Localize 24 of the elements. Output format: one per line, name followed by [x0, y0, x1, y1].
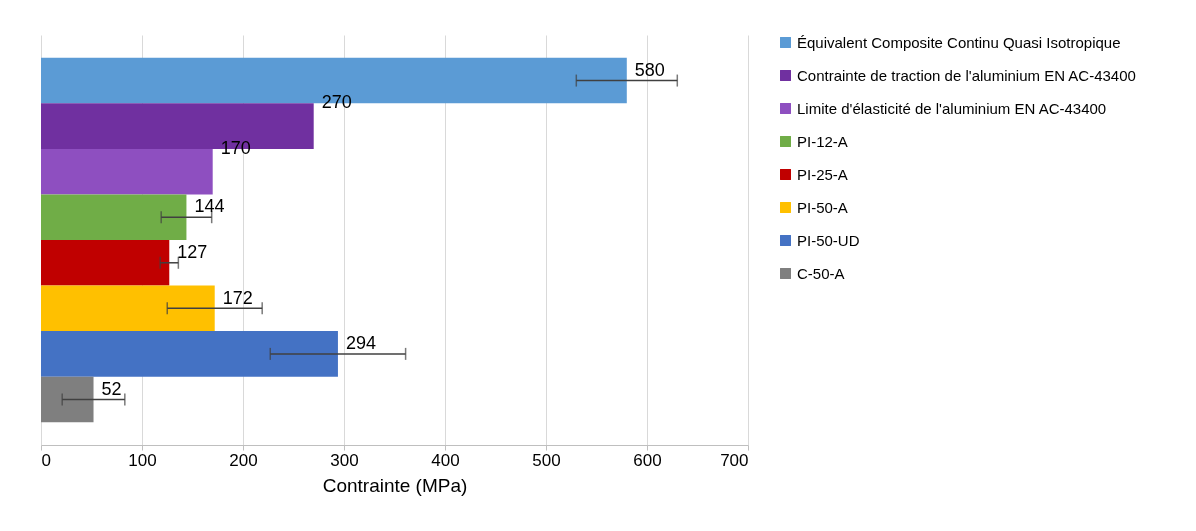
data-label: 127	[177, 242, 208, 262]
x-tick-label: 200	[229, 450, 258, 470]
data-label: 172	[222, 287, 253, 308]
legend-label: Limite d'élasticité de l'aluminium EN AC-43400	[797, 99, 1107, 117]
data-label: 52	[101, 378, 122, 399]
data-label: 144	[194, 196, 225, 217]
x-tick-label: 100	[128, 450, 157, 470]
legend-label: PI-12-A	[797, 132, 848, 150]
x-axis-title: Contrainte (MPa)	[322, 474, 468, 496]
legend-label: C-50-A	[797, 264, 845, 282]
x-tick-label: 300	[330, 450, 359, 470]
x-tick-label: 700	[720, 450, 749, 470]
data-label: 270	[321, 92, 352, 113]
x-tick-label: 0	[41, 450, 51, 470]
legend-label: PI-25-A	[797, 165, 848, 183]
legend-label: Équivalent Composite Continu Quasi Isotropique	[797, 33, 1121, 51]
x-tick-label: 600	[633, 450, 662, 470]
legend-label: PI-50-UD	[797, 231, 860, 249]
x-tick-label: 400	[431, 450, 460, 470]
x-tick-label: 500	[532, 450, 561, 470]
data-label: 294	[345, 333, 376, 354]
legend-label: PI-50-A	[797, 198, 848, 216]
legend-label: Contrainte de traction de l'aluminium EN AC-43400	[797, 66, 1136, 84]
data-label: 580	[634, 59, 665, 80]
